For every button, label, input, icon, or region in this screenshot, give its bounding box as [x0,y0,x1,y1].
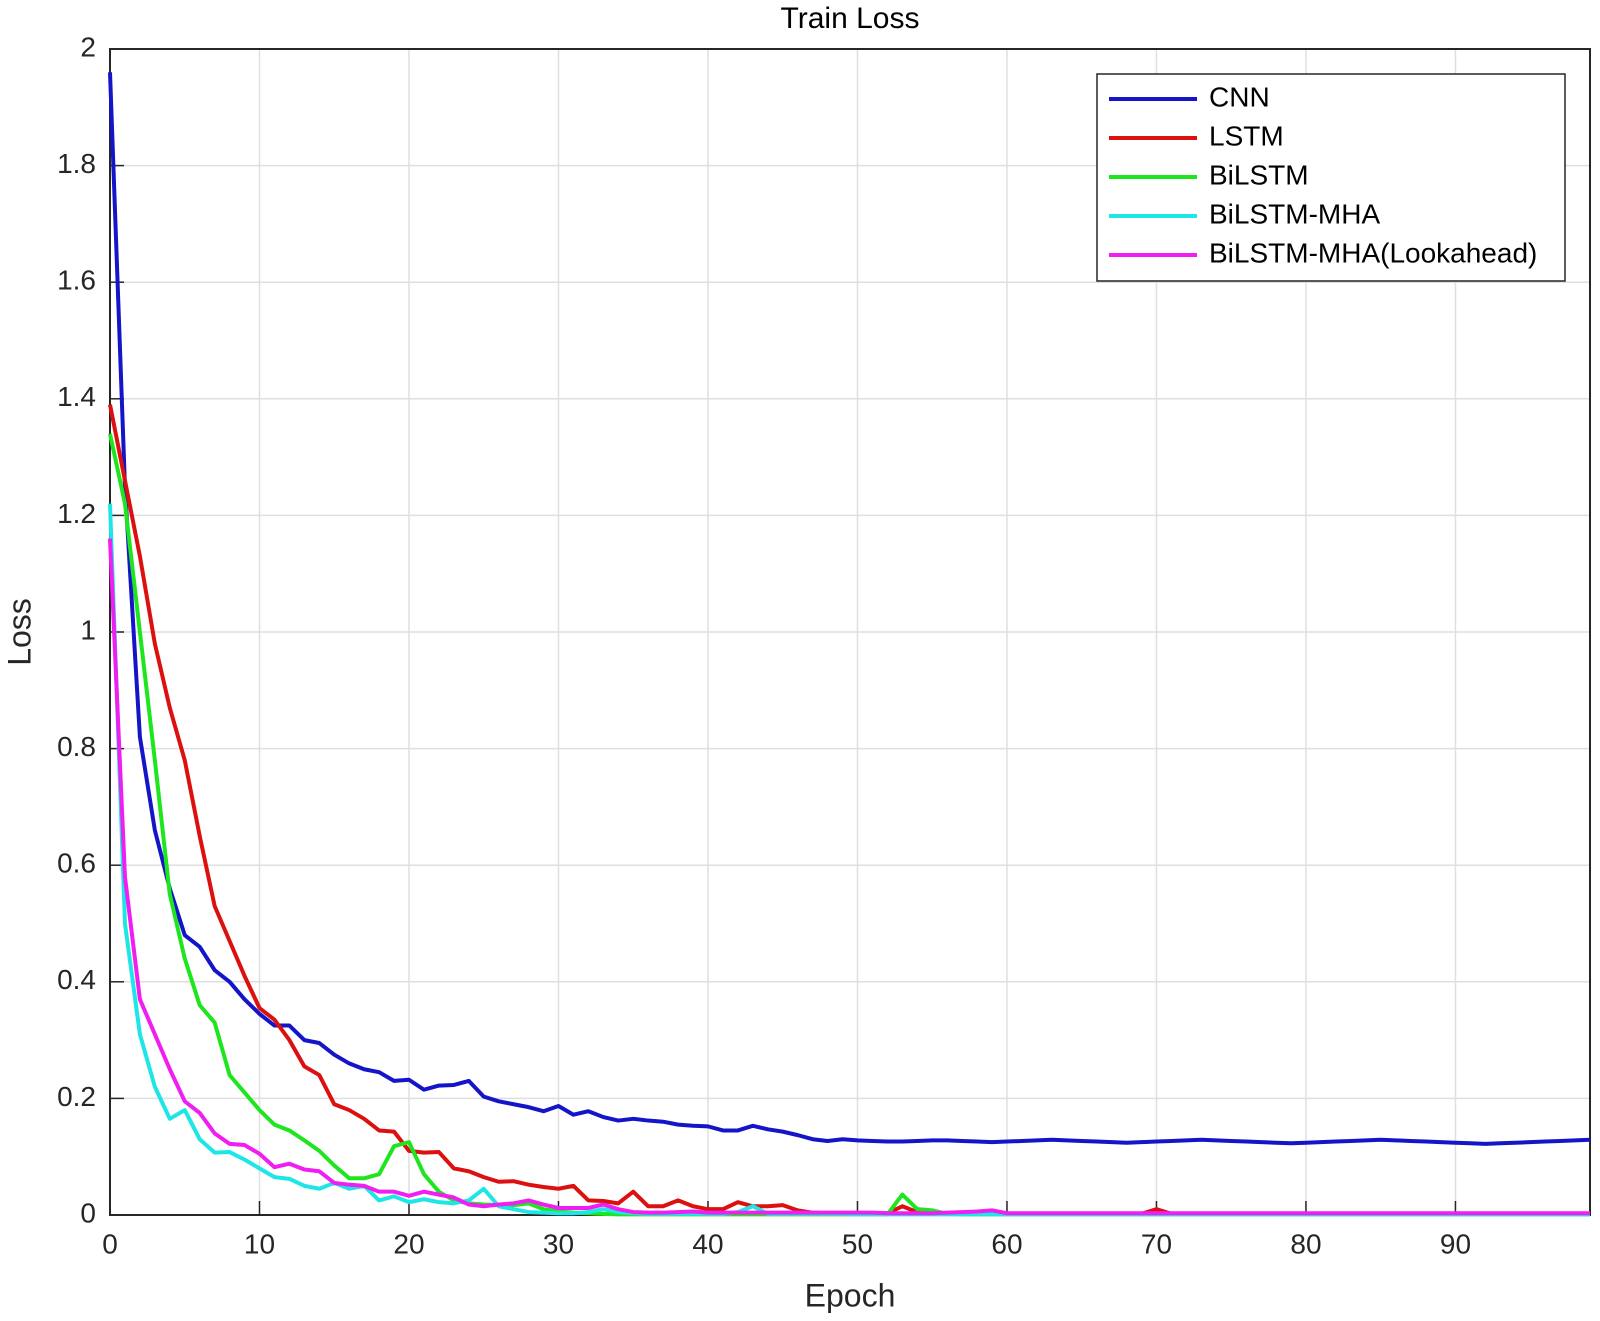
y-tick-label: 1.4 [57,381,96,412]
x-tick-label: 30 [543,1228,574,1259]
series-line [108,72,1591,1146]
y-tick-label: 2 [80,31,96,62]
y-tick-label: 0.4 [57,964,96,995]
y-tick-label: 1.6 [57,265,96,296]
legend-label: LSTM [1209,120,1284,151]
x-tick-label: 90 [1440,1228,1471,1259]
series-line [108,404,1590,1216]
x-tick-label: 50 [842,1228,873,1259]
x-tick-label: 10 [244,1228,275,1259]
x-tick-label: 20 [393,1228,424,1259]
x-axis-label: Epoch [805,1277,896,1313]
y-tick-label: 0.2 [57,1081,96,1112]
y-axis-label: Loss [1,598,37,666]
x-tick-label: 60 [991,1228,1022,1259]
legend-label: BiLSTM [1209,159,1309,190]
y-tick-label: 1.8 [57,148,96,179]
series-line [108,538,1590,1216]
y-tick-label: 0.8 [57,731,96,762]
x-tick-label: 70 [1141,1228,1172,1259]
y-tick-label: 0.6 [57,848,96,879]
legend-label: CNN [1209,81,1270,112]
series-line [108,503,1590,1217]
legend-label: BiLSTM-MHA(Lookahead) [1209,237,1537,268]
x-tick-label: 80 [1290,1228,1321,1259]
y-tick-label: 0 [80,1197,96,1228]
y-tick-label: 1 [80,614,96,645]
y-tick-label: 1.2 [57,498,96,529]
chart-title: Train Loss [781,2,920,35]
legend: CNN LSTM BiLSTM BiLSTM-MHA BiLSTM-MHA(Lookah… [1096,73,1566,282]
x-tick-label: 0 [102,1228,118,1259]
legend-label: BiLSTM-MHA [1209,198,1380,229]
x-tick-label: 40 [692,1228,723,1259]
